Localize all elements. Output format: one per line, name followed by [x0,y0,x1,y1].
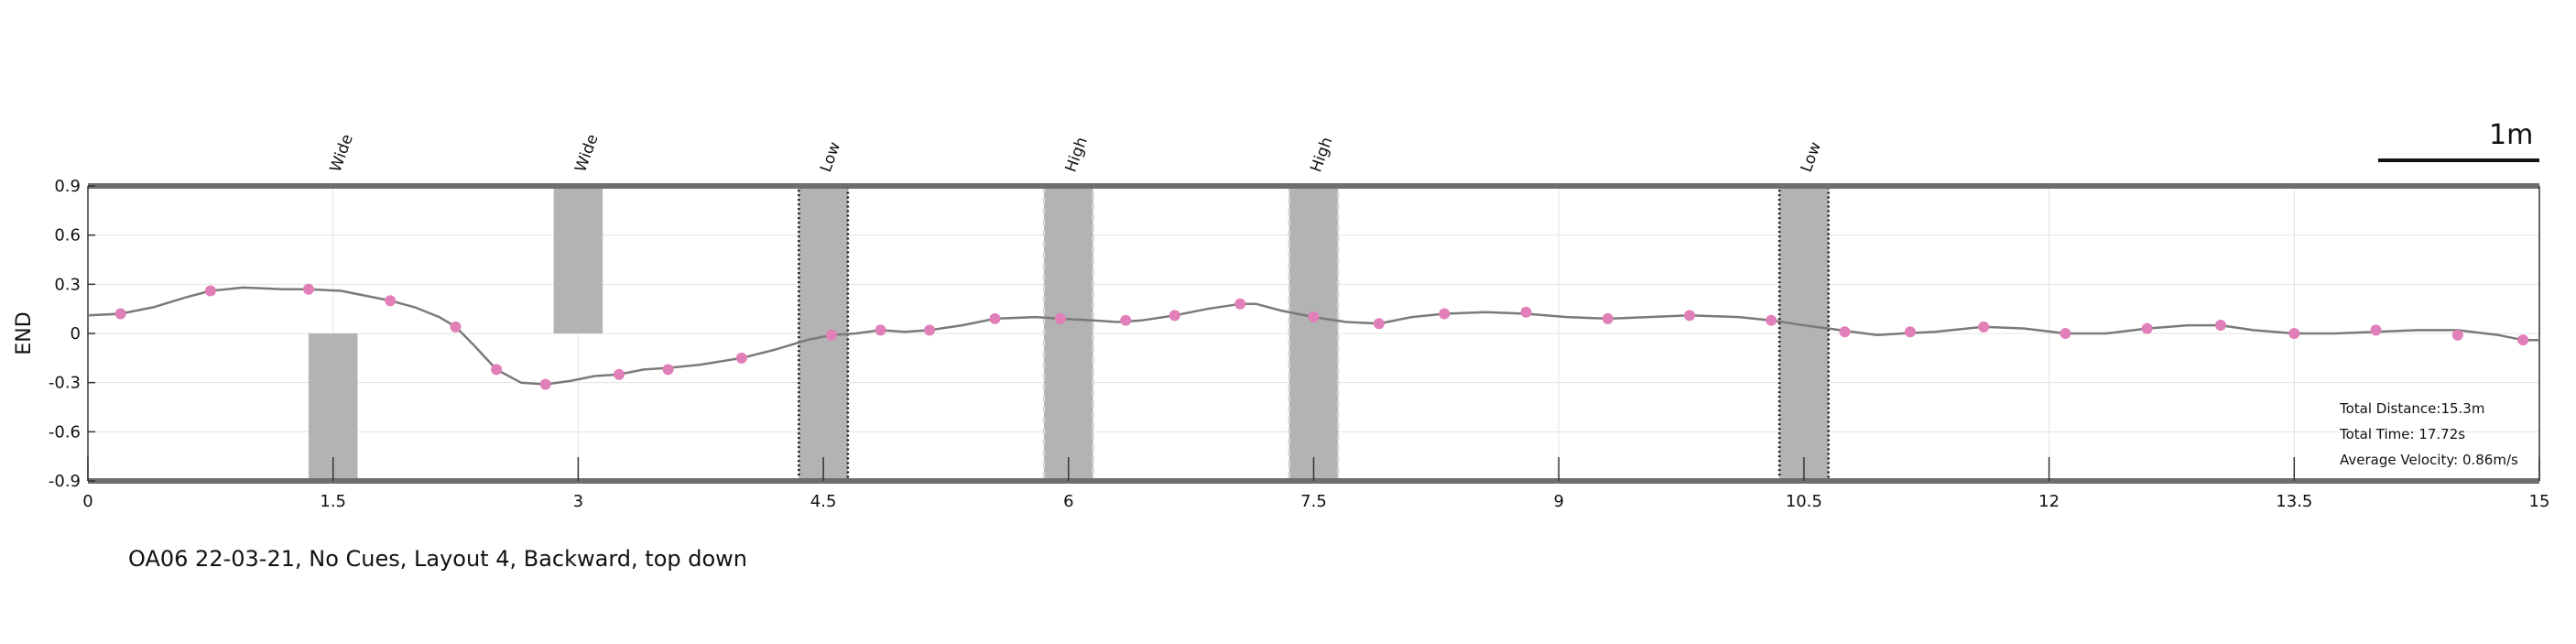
footstep-markers [114,283,2529,390]
y-tick-label: 0.3 [54,275,81,294]
tick-and-obstacle-labels: Wide Wide Low High High Low 0 1.5 3 4.5 6 7.5 9 10.5 1… [13,132,2549,511]
x-tick-label: 10.5 [1786,492,1822,511]
footstep-marker [1683,310,1695,322]
footstep-marker [385,295,397,307]
footstep-marker [1120,314,1132,326]
stats-box: Total Distance:15.3m Total Time: 17.72s … [2340,396,2518,473]
footstep-marker [1766,314,1777,326]
footstep-marker [2370,324,2382,336]
footstep-marker [662,364,674,376]
footstep-marker [491,364,503,376]
average-velocity: Average Velocity: 0.86m/s [2340,452,2518,468]
footstep-marker [826,329,838,341]
footstep-marker [875,324,886,336]
y-axis-label: END [13,311,36,355]
footstep-marker [989,312,1001,324]
x-tick-label: 7.5 [1300,492,1327,511]
y-tick-label: -0.6 [49,422,81,442]
footstep-marker [1602,312,1614,324]
obstacle-wide [553,186,603,333]
footstep-marker [1839,326,1851,338]
x-tick-label: 1.5 [320,492,346,511]
obstacle-high [1288,184,1340,483]
obstacle-label: Wide [571,132,602,175]
footstep-marker [302,283,314,295]
total-distance: Total Distance:15.3m [2340,400,2485,417]
footstep-marker [2517,334,2529,346]
obstacles [308,184,1830,483]
footstep-marker [2288,328,2300,339]
scale-bar-label: 1m [2489,119,2534,151]
obstacle-label: High [1307,135,1336,175]
footstep-marker [614,368,625,380]
axes [87,183,2540,484]
x-tick-label: 15 [2529,492,2550,511]
footstep-marker [1308,311,1320,323]
y-tick-label: 0.9 [54,177,81,196]
x-tick-label: 4.5 [810,492,837,511]
footstep-marker [2060,328,2071,339]
y-tick-label: -0.9 [49,472,81,491]
x-tick-label: 12 [2038,492,2060,511]
total-time: Total Time: 17.72s [2340,426,2466,442]
footstep-marker [2451,329,2463,341]
footstep-marker [735,352,747,364]
obstacle-label: Low [1798,139,1825,174]
footstep-marker [1054,312,1066,324]
x-tick-label: 3 [573,492,583,511]
obstacle-label: High [1062,135,1092,175]
obstacle-wide [308,333,358,481]
x-tick-label: 9 [1553,492,1563,511]
footstep-marker [1168,310,1180,322]
footstep-marker [1439,308,1451,320]
x-tick-label: 13.5 [2276,492,2312,511]
x-tick-label: 6 [1063,492,1073,511]
y-tick-label: 0 [71,324,81,344]
y-tick-label: 0.6 [54,226,81,246]
footstep-marker [1234,298,1246,310]
footstep-marker [2141,322,2153,334]
x-tick-label: 0 [82,492,92,511]
footstep-marker [1978,321,1990,333]
footstep-marker [204,285,216,297]
obstacle-label: Low [817,139,844,174]
obstacle-low [1777,184,1830,483]
figure-caption: OA06 22-03-21, No Cues, Layout 4, Backwa… [128,546,748,572]
footstep-marker [924,324,936,336]
obstacle-high [1042,184,1094,483]
footstep-marker [450,321,462,333]
footstep-marker [114,308,126,320]
obstacle-label: Wide [327,132,357,175]
y-tick-label: -0.3 [49,374,81,393]
footstep-marker [1904,326,1916,338]
footstep-marker [539,378,551,390]
footstep-marker [1373,318,1385,330]
footstep-marker [1520,306,1532,318]
footstep-marker [2214,320,2226,332]
